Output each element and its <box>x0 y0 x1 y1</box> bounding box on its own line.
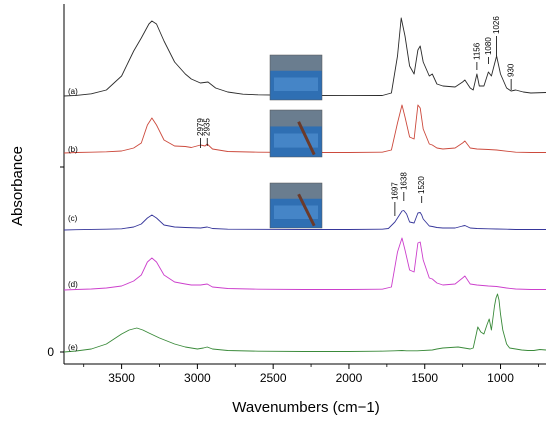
spectrum-line-c <box>63 210 546 231</box>
photo-a <box>269 54 323 101</box>
peak-label-1697: 1697 <box>390 182 399 200</box>
x-tick-label-2000: 2000 <box>336 371 363 385</box>
spectrum-line-e <box>63 293 547 353</box>
photo-a-border <box>269 54 323 101</box>
trace-labels: (a) (b) (c) (d) (e) <box>68 87 78 352</box>
peak-label-2935: 2935 <box>203 118 212 136</box>
spectrum-line-a <box>63 17 547 97</box>
photo-a-highlight <box>274 77 318 91</box>
peak-label-1080: 1080 <box>484 37 493 55</box>
x-tick-label-1500: 1500 <box>411 371 438 385</box>
x-axis-title: Wavenumbers (cm−1) <box>232 399 379 416</box>
y-tick-label-0: 0 <box>47 345 54 359</box>
trace-label-c: (c) <box>68 214 78 223</box>
peak-label-1520: 1520 <box>417 176 426 194</box>
x-tick-label-3500: 3500 <box>108 371 135 385</box>
photo-c <box>269 182 323 229</box>
x-tick-label-1000: 1000 <box>487 371 514 385</box>
photo-c-tool <box>297 193 316 227</box>
photo-c-border <box>269 182 323 229</box>
spectra-traces <box>63 17 547 353</box>
peak-label-1156: 1156 <box>472 42 481 60</box>
spectrum-line-d <box>63 237 546 291</box>
y-axis-ticks: 0 <box>47 166 64 359</box>
trace-label-e: (e) <box>68 343 78 352</box>
trace-label-d: (d) <box>68 280 78 289</box>
x-tick-label-2500: 2500 <box>260 371 287 385</box>
peak-label-1026: 1026 <box>492 16 501 34</box>
plot-frame <box>63 4 546 365</box>
trace-label-b: (b) <box>68 145 78 154</box>
x-axis-ticks: 3500 3000 2500 2000 1500 1000 <box>83 364 539 385</box>
photo-b-tool <box>297 121 316 156</box>
peak-label-930: 930 <box>507 63 516 77</box>
sample-photos <box>269 54 323 229</box>
photo-b-border <box>269 109 323 158</box>
y-axis-title: Absorbance <box>9 146 26 226</box>
peak-label-1638: 1638 <box>399 172 408 190</box>
x-tick-label-3000: 3000 <box>184 371 211 385</box>
trace-label-a: (a) <box>68 87 78 96</box>
peak-label-2979: 2979 <box>196 118 205 136</box>
spectrum-line-b <box>63 104 546 154</box>
photo-b <box>269 109 323 158</box>
